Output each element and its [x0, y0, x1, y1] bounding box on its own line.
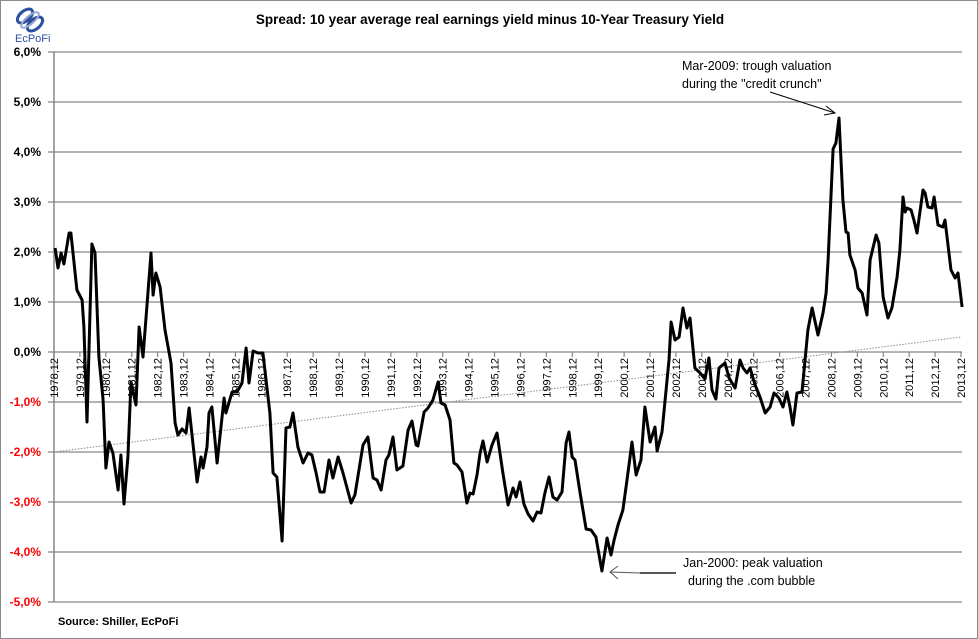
annotation-2000: Jan-2000: peak valuation during the .com… [609, 556, 823, 588]
series-line [53, 116, 964, 573]
y-tick-label: 4,0% [14, 145, 42, 159]
x-tick-label: 1982,12 [153, 358, 165, 398]
x-tick-label: 1978,12 [49, 358, 61, 398]
annotation-2009-line1: Mar-2009: trough valuation [682, 59, 831, 73]
chart-title: Spread: 10 year average real earnings yi… [256, 12, 724, 27]
arrow-icon [769, 91, 837, 116]
annotation-2000-line1: Jan-2000: peak valuation [683, 556, 823, 570]
x-tick-label: 2001,12 [645, 358, 657, 398]
logo-mark-icon [15, 7, 45, 33]
x-tick-label: 1987,12 [282, 358, 294, 398]
x-tick-label: 2012,12 [930, 358, 942, 398]
annotation-2000-line2: during the .com bubble [688, 574, 815, 588]
x-tick-label: 2000,12 [619, 358, 631, 398]
logo-text: EcPoFi [15, 33, 50, 45]
x-tick-label: 1991,12 [386, 358, 398, 398]
x-tick-label: 1983,12 [179, 358, 191, 398]
y-tick-label: 2,0% [14, 245, 42, 259]
logo: EcPoFi [15, 7, 50, 45]
x-tick-label: 1994,12 [464, 358, 476, 398]
source-note: Source: Shiller, EcPoFi [58, 616, 178, 628]
y-axis: -5,0% -4,0% -3,0% -2,0% -1,0% 0,0% 1,0% 2,0% 3,0… [10, 45, 42, 609]
x-tick-label: 1988,12 [308, 358, 320, 398]
x-tick-label: 2002,12 [671, 358, 683, 398]
x-tick-label: 1995,12 [490, 358, 502, 398]
trendline [53, 336, 962, 453]
x-tick-label: 1997,12 [541, 358, 553, 398]
y-tick-label: 1,0% [14, 295, 42, 309]
x-tick-label: 1989,12 [334, 358, 346, 398]
x-tick-label: 1996,12 [515, 358, 527, 398]
x-tick-label: 2006,12 [775, 358, 787, 398]
x-tick-label: 2009,12 [852, 358, 864, 398]
gridlines [48, 51, 962, 603]
x-axis: 1978,12 1979,12 1980,12 1981,12 1982,12 1983,… [49, 352, 968, 398]
y-tick-label: -5,0% [10, 595, 42, 609]
y-tick-label: -4,0% [10, 545, 42, 559]
x-tick-label: 2010,12 [878, 358, 890, 398]
y-tick-label: 6,0% [14, 45, 42, 59]
x-tick-label: 2013,12 [956, 358, 968, 398]
y-tick-label: 5,0% [14, 95, 42, 109]
y-tick-label: 0,0% [14, 345, 42, 359]
y-tick-label: -2,0% [10, 445, 42, 459]
y-tick-label: -1,0% [10, 395, 42, 409]
arrow-icon [609, 565, 676, 580]
y-tick-label: 3,0% [14, 195, 42, 209]
x-tick-label: 1999,12 [593, 358, 605, 398]
x-tick-label: 1998,12 [567, 358, 579, 398]
x-tick-label: 2008,12 [826, 358, 838, 398]
annotation-2009-line2: during the "credit crunch" [682, 77, 822, 91]
x-tick-label: 1984,12 [204, 358, 216, 398]
annotation-2009: Mar-2009: trough valuation during the "c… [682, 59, 837, 116]
x-tick-label: 1990,12 [360, 358, 372, 398]
x-tick-label: 1993,12 [438, 358, 450, 398]
x-tick-label: 1992,12 [412, 358, 424, 398]
y-tick-label: -3,0% [10, 495, 42, 509]
x-tick-label: 2011,12 [904, 358, 916, 397]
x-tick-label: 1980,12 [101, 358, 113, 398]
